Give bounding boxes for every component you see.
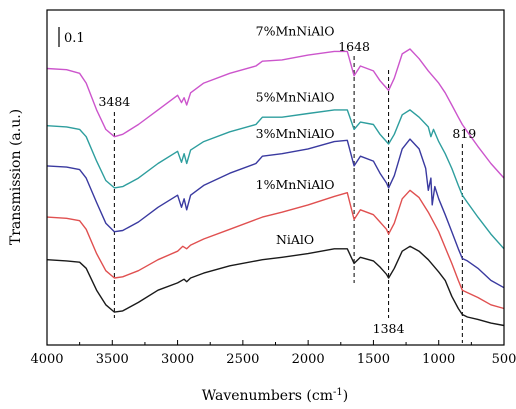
x-tick-label: 4000 bbox=[30, 352, 63, 367]
x-tick-label: 2000 bbox=[292, 352, 325, 367]
x-tick-label: 1500 bbox=[357, 352, 390, 367]
series-group bbox=[46, 48, 505, 327]
scale-bar-label: 0.1 bbox=[64, 31, 85, 46]
x-axis-title: Wavenumbers (cm-1) bbox=[202, 387, 348, 404]
scale-bar: 0.1 bbox=[58, 27, 85, 47]
peak-label-1648: 1648 bbox=[338, 39, 370, 54]
x-tick-label: 1000 bbox=[422, 352, 455, 367]
x-axis-ticks: 4000 3500 3000 2500 2000 1500 1000 500 bbox=[30, 340, 516, 367]
series-line-1pctmnnialo bbox=[46, 189, 505, 310]
x-tick-label: 500 bbox=[492, 352, 516, 367]
series-label: 7%MnNiAlO bbox=[256, 24, 335, 39]
series-label: NiAlO bbox=[276, 232, 314, 247]
peak-label-819: 819 bbox=[452, 126, 476, 141]
series-line-7pctmnnialo bbox=[46, 48, 505, 179]
x-tick-label: 3500 bbox=[96, 352, 129, 367]
series-label: 5%MnNiAlO bbox=[256, 89, 335, 104]
series-line-5pctmnnialo bbox=[46, 109, 505, 250]
series-label: 3%MnNiAlO bbox=[256, 126, 335, 141]
x-axis-title-main: Wavenumbers (cm bbox=[202, 388, 333, 404]
series-line-3pctmnnialo bbox=[46, 138, 505, 289]
series-label: 1%MnNiAlO bbox=[256, 177, 335, 192]
series-labels: NiAlO 1%MnNiAlO 3%MnNiAlO 5%MnNiAlO 7%MnNiAl… bbox=[256, 24, 335, 247]
x-axis-title-close: ) bbox=[343, 388, 348, 404]
peak-annotations: 3484 1648 1384 819 bbox=[98, 39, 476, 336]
peak-label-3484: 3484 bbox=[98, 94, 130, 109]
y-axis-title: Transmission (a.u.) bbox=[8, 109, 24, 245]
peak-label-1384: 1384 bbox=[373, 321, 405, 336]
x-tick-label: 3000 bbox=[161, 352, 194, 367]
x-axis-title-sup: -1 bbox=[333, 387, 343, 398]
series-line-nialo bbox=[46, 245, 505, 327]
x-tick-label: 2500 bbox=[226, 352, 259, 367]
